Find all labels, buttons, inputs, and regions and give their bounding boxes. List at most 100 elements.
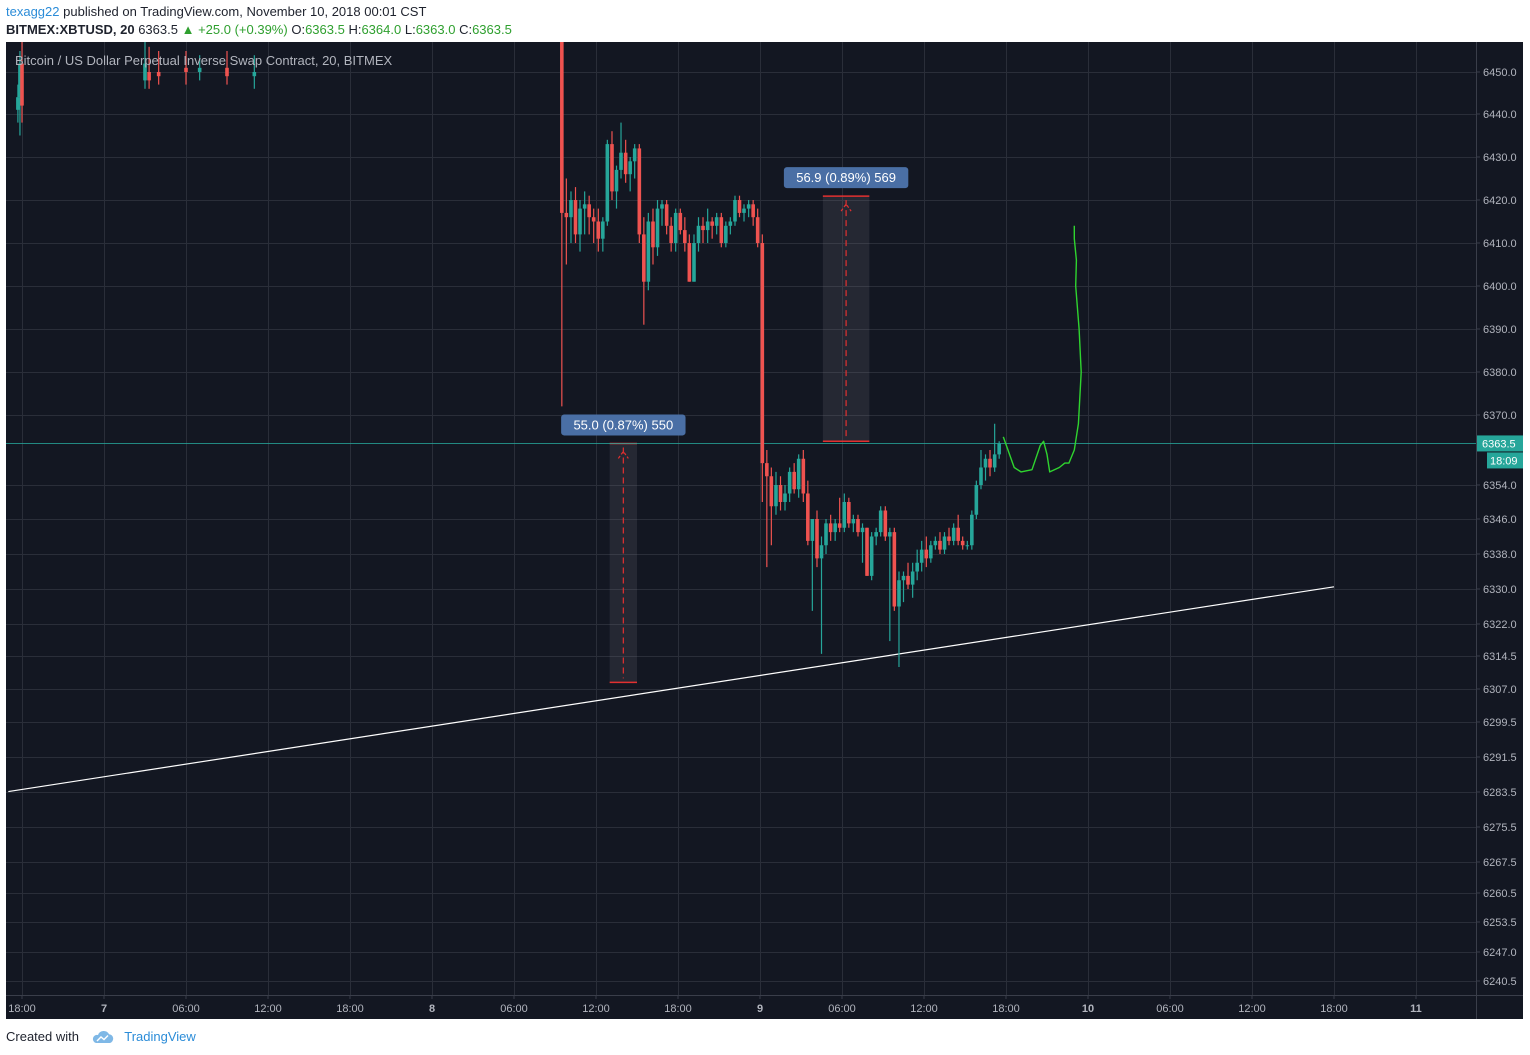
candle-body [605, 144, 610, 222]
candle [892, 527, 897, 611]
time-tick-label: 12:00 [910, 1003, 938, 1015]
candle [18, 51, 22, 136]
candle [837, 497, 842, 533]
candle [974, 480, 979, 519]
ohlc-high: H:6364.0 [348, 22, 402, 37]
candle [673, 208, 678, 252]
candle [143, 42, 147, 89]
price-range-measure [822, 195, 870, 442]
candle-body [660, 204, 664, 209]
measure-arrow-head [617, 450, 629, 459]
candle-body [851, 519, 856, 524]
candle [710, 217, 714, 239]
time-tick-label: 18:00 [992, 1003, 1020, 1015]
candle [755, 208, 760, 248]
candle-body [860, 527, 865, 533]
candle [737, 195, 742, 218]
price-tick-label: 6240.5 [1483, 976, 1517, 988]
candle-body [792, 471, 796, 490]
author-link[interactable]: texagg22 [6, 4, 60, 19]
candle-body [755, 217, 760, 243]
candle [724, 221, 728, 248]
candle [569, 191, 573, 243]
candle-body [582, 204, 587, 209]
price-tick-label: 6322.0 [1483, 619, 1517, 631]
candle-body [619, 152, 623, 170]
candle-body [692, 243, 696, 282]
candle-body [842, 502, 847, 528]
time-tick-label: 8 [429, 1003, 435, 1015]
candle-body [933, 540, 938, 546]
candlestick-chart[interactable]: 55.0 (0.87%) 550 56.9 (0.89%) 569 Bitcoin … [6, 42, 1523, 1019]
tradingview-link[interactable]: TradingView [124, 1029, 196, 1044]
candle [578, 200, 582, 252]
time-tick-label: 12:00 [1238, 1003, 1266, 1015]
candle-body [979, 467, 983, 485]
candle [610, 131, 614, 200]
price-tick-label: 6253.5 [1483, 917, 1517, 929]
candle [769, 467, 774, 546]
candle [642, 217, 646, 325]
measure-label: 56.9 (0.89%) 569 [796, 170, 896, 185]
price-tick-label: 6400.0 [1483, 281, 1517, 293]
ohlc-close: C:6363.5 [459, 22, 512, 37]
candle [938, 532, 942, 554]
countdown-badge-text: 18:09 [1490, 455, 1518, 467]
candle-body [965, 545, 970, 547]
candle-body [733, 200, 737, 222]
candle [623, 139, 628, 183]
candle-body [888, 532, 892, 537]
candle-body [742, 208, 746, 213]
last-price-badge-text: 6363.5 [1482, 438, 1516, 450]
candle [983, 454, 988, 481]
candle [888, 527, 892, 642]
candle [965, 540, 970, 550]
candle [992, 423, 997, 472]
candle-body [828, 523, 833, 533]
candle-body [578, 208, 582, 235]
symbol-name: BITMEX:XBTUSD, 20 [6, 22, 135, 37]
candle [796, 454, 801, 498]
price-tick-label: 6260.5 [1483, 888, 1517, 900]
time-tick-label: 06:00 [1156, 1003, 1184, 1015]
candle-body [610, 144, 614, 192]
candle-body [724, 225, 728, 243]
price-change: ▲ +25.0 (+0.39%) [181, 22, 288, 37]
price-tick-label: 6410.0 [1483, 238, 1517, 250]
measure-label-box [561, 414, 686, 436]
candle-body [687, 243, 692, 282]
time-tick-label: 18:00 [8, 1003, 36, 1015]
price-tick-label: 6275.5 [1483, 822, 1517, 834]
time-tick-label: 12:00 [582, 1003, 610, 1015]
candle [810, 519, 815, 611]
candle [942, 532, 947, 554]
candle [919, 540, 924, 572]
candle [696, 217, 701, 252]
candle [787, 467, 792, 502]
price-tick-label: 6346.0 [1483, 514, 1517, 526]
candle [719, 212, 724, 248]
candle-body [947, 536, 951, 541]
time-tick-label: 18:00 [1320, 1003, 1348, 1015]
time-tick-label: 11 [1410, 1003, 1422, 1015]
candle [778, 476, 783, 511]
candle [824, 519, 828, 554]
candle-body [856, 519, 860, 533]
candle [660, 200, 664, 226]
trendline [8, 586, 1335, 793]
candle-body [705, 221, 710, 231]
candle [651, 208, 655, 265]
candle-body [614, 169, 619, 192]
candle [929, 540, 933, 563]
tradingview-cloud-icon [92, 1030, 113, 1043]
candle-body [874, 532, 878, 537]
candle [596, 208, 601, 252]
candle-body [564, 212, 569, 218]
candle [883, 506, 888, 541]
candle-body [796, 458, 801, 490]
candle-body [591, 217, 596, 222]
candle [156, 51, 161, 85]
candle-body [942, 536, 947, 550]
chart-panel[interactable] [6, 42, 1523, 1019]
candle-body [714, 217, 719, 226]
